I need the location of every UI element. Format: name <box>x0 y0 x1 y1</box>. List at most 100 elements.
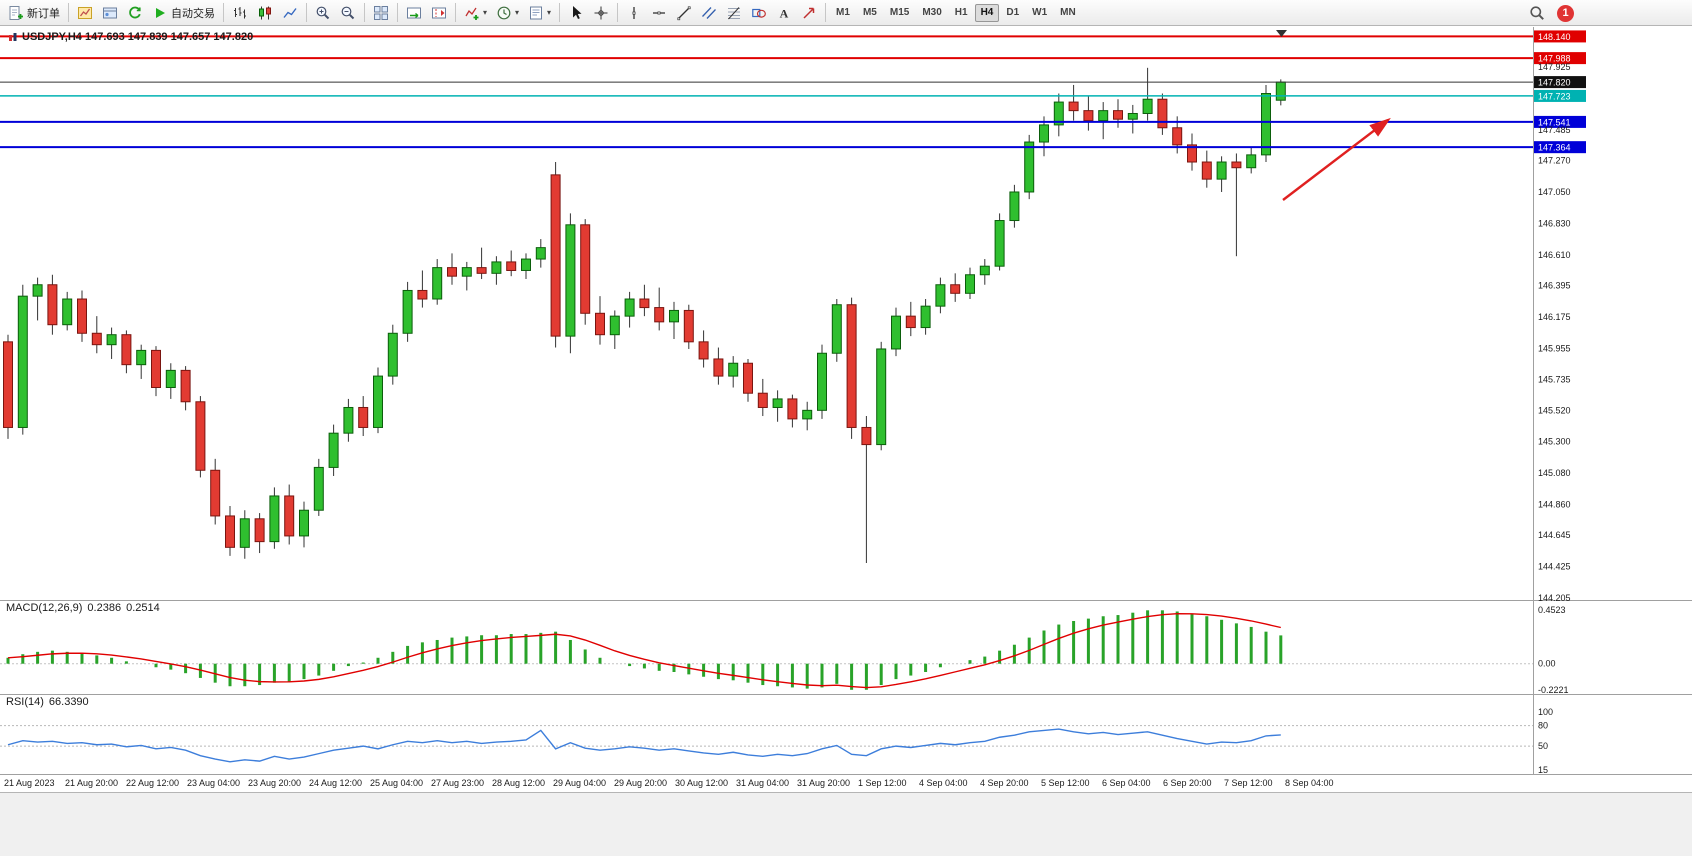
notifications-badge[interactable]: 1 <box>1557 4 1574 22</box>
new-order-button[interactable]: 新订单 <box>4 2 64 24</box>
crosshair-button[interactable] <box>589 2 613 24</box>
timeframe-button-m15[interactable]: M15 <box>889 6 910 18</box>
svg-text:22 Aug 12:00: 22 Aug 12:00 <box>126 778 179 788</box>
text-button[interactable]: A <box>772 2 796 24</box>
svg-text:A: A <box>780 6 789 20</box>
svg-text:147.050: 147.050 <box>1538 187 1571 197</box>
time-scale[interactable]: 21 Aug 2023 21 Aug 20:00 22 Aug 12:00 23 Au… <box>4 778 1334 788</box>
svg-text:31 Aug 04:00: 31 Aug 04:00 <box>736 778 789 788</box>
periods-button[interactable]: ▾ <box>492 2 523 24</box>
toolbar-separator <box>397 3 398 22</box>
toolbar-separator <box>559 3 561 22</box>
templates-button[interactable]: ▾ <box>524 2 555 24</box>
svg-text:23 Aug 04:00: 23 Aug 04:00 <box>187 778 240 788</box>
svg-text:147.820: 147.820 <box>1538 78 1571 88</box>
toolbar-separator <box>617 3 619 22</box>
timeframe-button-m5[interactable]: M5 <box>862 6 877 18</box>
arrows-icon <box>803 7 815 19</box>
dropdown-caret-icon: ▾ <box>483 8 488 17</box>
timeframe-button-mn[interactable]: MN <box>1060 6 1076 18</box>
zoom-in-button[interactable] <box>311 2 335 24</box>
rsi-value: 66.3390 <box>48 696 89 708</box>
svg-text:29 Aug 20:00: 29 Aug 20:00 <box>614 778 667 788</box>
auto-trading-icon <box>156 7 165 18</box>
svg-text:145.080: 145.080 <box>1538 468 1571 478</box>
search-icon <box>1530 6 1544 20</box>
toolbar-separator <box>68 3 69 22</box>
price-line-label <box>1534 30 1586 43</box>
svg-text:0.4523: 0.4523 <box>1538 605 1566 615</box>
chart-shift-marker-icon <box>1276 30 1287 37</box>
timeframe-button-h4[interactable]: H4 <box>974 3 1000 22</box>
profiles-button[interactable] <box>98 2 122 24</box>
new-order-icon <box>9 5 23 20</box>
svg-text:21 Aug 20:00: 21 Aug 20:00 <box>65 778 118 788</box>
toolbar-separator <box>306 3 307 22</box>
timeframe-button-m30[interactable]: M30 <box>922 6 942 18</box>
horizontal-line-button[interactable] <box>647 2 671 24</box>
rsi-line <box>7 728 1281 763</box>
bar-chart-button[interactable] <box>228 2 252 24</box>
timeframe-button-w1[interactable]: W1 <box>1032 6 1048 18</box>
line-chart-button[interactable] <box>278 2 302 24</box>
auto-trading-button[interactable]: 自动交易 <box>148 2 219 24</box>
svg-text:5 Sep 12:00: 5 Sep 12:00 <box>1041 778 1090 788</box>
new-chart-icon <box>78 6 92 19</box>
trendline-icon <box>677 5 691 20</box>
toolbar-right-group: 1 <box>1525 0 1574 26</box>
shapes-icon <box>752 8 766 18</box>
vertical-line-button[interactable] <box>622 2 646 24</box>
fibonacci-icon <box>728 6 741 19</box>
timeframe-button-m1[interactable]: M1 <box>836 6 850 18</box>
svg-text:27 Aug 23:00: 27 Aug 23:00 <box>431 778 484 788</box>
indicators-button[interactable]: ▾ <box>460 2 491 24</box>
zoom-out-button[interactable] <box>336 2 360 24</box>
svg-text:24 Aug 12:00: 24 Aug 12:00 <box>309 778 362 788</box>
trendline-button[interactable] <box>672 2 696 24</box>
price-scale[interactable]: 147.925 147.485 147.270 147.050 146.830 146.6… <box>1538 62 1571 603</box>
tile-windows-button[interactable] <box>369 2 393 24</box>
svg-text:147.925: 147.925 <box>1538 62 1571 72</box>
arrows-button[interactable] <box>797 2 821 24</box>
svg-text:-0.2221: -0.2221 <box>1538 685 1569 695</box>
bar-chart-icon <box>234 6 246 18</box>
price-line-label <box>1534 141 1586 154</box>
fibonacci-button[interactable] <box>722 2 746 24</box>
candlestick-chart-button[interactable] <box>253 2 277 24</box>
dropdown-caret-icon: ▾ <box>515 8 520 17</box>
svg-text:147.364: 147.364 <box>1538 143 1571 153</box>
trend-arrow-annotation[interactable] <box>1282 117 1391 201</box>
macd-indicator: 0.4523 0.00 -0.2221 <box>0 605 1569 695</box>
toolbar-separator <box>223 3 224 22</box>
svg-text:147.988: 147.988 <box>1538 54 1571 64</box>
cursor-button[interactable] <box>564 2 588 24</box>
zoom-in-icon <box>316 6 330 19</box>
toolbar-separator <box>364 3 365 22</box>
rsi-indicator: 100 80 50 15 <box>0 707 1553 775</box>
svg-text:144.645: 144.645 <box>1538 530 1571 540</box>
chart-shift-button[interactable] <box>427 2 451 24</box>
auto-scroll-icon <box>407 7 421 18</box>
line-chart-icon <box>283 7 297 18</box>
timeframe-button-h1[interactable]: H1 <box>954 6 968 18</box>
timeframe-button-d1[interactable]: D1 <box>1006 6 1020 18</box>
svg-text:145.955: 145.955 <box>1538 343 1571 353</box>
svg-text:144.205: 144.205 <box>1538 593 1571 603</box>
refresh-button[interactable] <box>123 2 147 24</box>
svg-text:7 Sep 12:00: 7 Sep 12:00 <box>1224 778 1273 788</box>
shapes-button[interactable] <box>747 2 771 24</box>
auto-scroll-button[interactable] <box>402 2 426 24</box>
horizontal-line-icon <box>653 11 666 14</box>
toolbar-separator <box>825 3 827 22</box>
svg-text:146.395: 146.395 <box>1538 280 1571 290</box>
equidistant-channel-button[interactable] <box>697 2 721 24</box>
svg-text:6 Sep 04:00: 6 Sep 04:00 <box>1102 778 1151 788</box>
svg-text:148.140: 148.140 <box>1538 32 1571 42</box>
toolbar: 新订单 自动交易 <box>0 0 1692 26</box>
timeframe-group: M1 M5 M15 M30 H1 H4 D1 W1 MN <box>830 3 1082 22</box>
search-button[interactable] <box>1525 2 1549 24</box>
new-chart-button[interactable] <box>73 2 97 24</box>
svg-text:145.520: 145.520 <box>1538 405 1571 415</box>
macd-signal-line <box>7 613 1281 689</box>
